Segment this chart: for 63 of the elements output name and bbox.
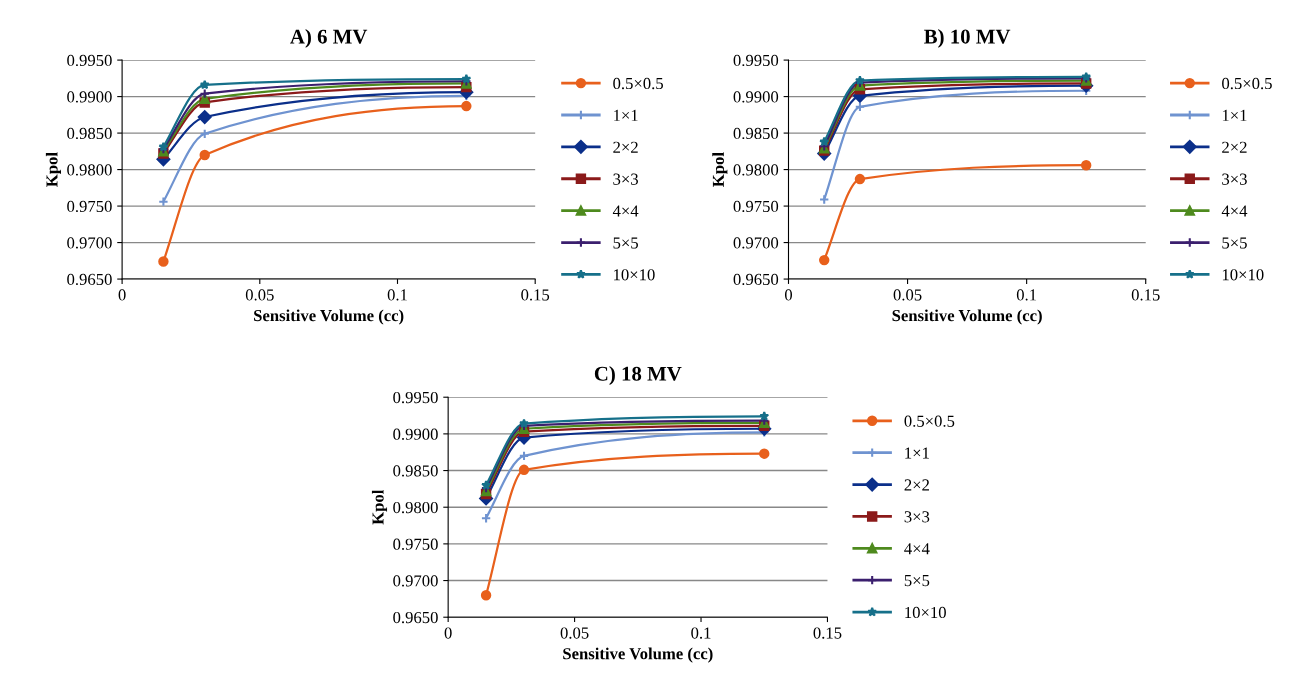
y-tick-label: 0.9700: [393, 575, 438, 587]
y-tick-label: 0.9700: [67, 237, 112, 249]
legend-label: 10×10: [614, 269, 655, 281]
x-tick-label: 0.15: [813, 627, 842, 639]
x-tick-label: 0.1: [691, 627, 711, 639]
legend-label: 3×3: [1222, 173, 1247, 185]
y-tick-label: 0.9850: [67, 127, 112, 140]
legend-label: 0.5×0.5: [1222, 77, 1272, 90]
legend-label: 2×2: [904, 479, 929, 491]
y-axis-title: Kpol: [371, 489, 388, 525]
x-axis-title: Sensitive Volume (cc): [254, 309, 404, 325]
legend-label: 3×3: [904, 511, 930, 523]
y-tick-label: 0.9850: [733, 127, 779, 140]
chart-title: B) 10 MV: [924, 28, 1011, 48]
legend-label: 5×5: [904, 575, 930, 587]
legend-label: 1×1: [614, 109, 638, 121]
x-tick-label: 0.05: [893, 289, 922, 301]
legend-label: 4×4: [612, 205, 639, 217]
y-tick-label: 0.9850: [393, 465, 438, 477]
legend-label: 5×5: [613, 237, 638, 249]
y-tick-label: 0.9950: [393, 391, 438, 404]
y-tick-label: 0.9650: [393, 611, 438, 624]
x-tick-label: 0.05: [245, 289, 274, 301]
x-tick-label: 0.05: [560, 627, 589, 639]
legend-label: 10×10: [1222, 269, 1264, 281]
legend-label: 4×4: [904, 543, 930, 555]
y-tick-label: 0.9750: [733, 200, 779, 213]
y-tick-label: 0.9800: [67, 164, 112, 176]
legend-label: 2×2: [1222, 141, 1247, 153]
y-axis-title: Kpol: [712, 152, 728, 187]
legend-label: 0.5×0.5: [613, 77, 663, 90]
legend-label: 1×1: [1222, 109, 1247, 121]
y-tick-label: 0.9750: [393, 538, 438, 550]
y-tick-label: 0.9950: [67, 54, 112, 67]
legend-label: 10×10: [905, 606, 946, 619]
y-tick-label: 0.9800: [733, 164, 779, 176]
x-tick-label: 0.1: [1016, 289, 1037, 301]
y-tick-label: 0.9950: [733, 54, 779, 67]
y-tick-label: 0.9900: [393, 428, 438, 440]
legend-label: 3×3: [613, 173, 638, 185]
x-tick-label: 0.15: [521, 289, 550, 301]
y-tick-label: 0.9900: [733, 91, 779, 103]
y-tick-label: 0.9700: [733, 237, 779, 249]
chart-title: A) 6 MV: [290, 28, 368, 48]
y-tick-label: 0.9900: [67, 91, 112, 103]
x-tick-label: 0: [118, 289, 126, 301]
x-tick-label: 0.15: [1131, 289, 1160, 301]
y-tick-label: 0.9650: [67, 273, 112, 286]
legend-label: 4×4: [1221, 205, 1248, 217]
y-tick-label: 0.9650: [733, 273, 779, 286]
x-tick-label: 0: [784, 289, 793, 301]
x-axis-title: Sensitive Volume (cc): [563, 647, 713, 663]
y-axis-title: Kpol: [45, 152, 61, 187]
chart-title: C) 18 MV: [594, 366, 682, 385]
legend-label: 2×2: [613, 141, 638, 153]
x-tick-label: 0: [444, 627, 452, 639]
legend-label: 1×1: [905, 447, 929, 459]
legend-label: 0.5×0.5: [904, 415, 955, 427]
legend-label: 5×5: [1222, 237, 1247, 249]
y-tick-label: 0.9750: [67, 200, 112, 213]
x-tick-label: 0.1: [387, 289, 407, 301]
x-axis-title: Sensitive Volume (cc): [892, 309, 1042, 325]
y-tick-label: 0.9800: [393, 501, 438, 514]
